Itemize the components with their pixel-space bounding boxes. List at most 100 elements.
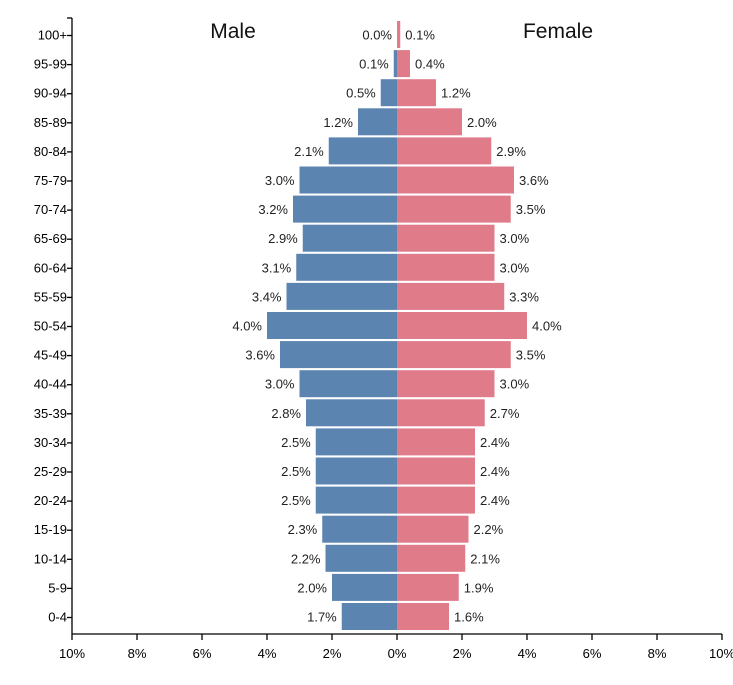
y-tick-label: 80-84 [34, 144, 67, 159]
female-value-label: 2.4% [480, 493, 510, 508]
female-bar-85-89 [397, 108, 462, 136]
male-bar-95-99 [393, 50, 397, 78]
y-tick-label: 35-39 [34, 406, 67, 421]
female-bar-75-79 [397, 166, 514, 194]
female-bar-60-64 [397, 253, 495, 281]
value-labels-group: 0.0% 0.1% 0.1% 0.4% 0.5% 1.2% 1.2% 2.0% 2.1% 2.9%… [232, 28, 562, 625]
y-tick-label: 40-44 [34, 377, 67, 392]
female-bar-45-49 [397, 341, 511, 369]
x-tick-label: 6% [583, 646, 602, 661]
male-value-label: 2.9% [268, 231, 298, 246]
female-value-label: 2.2% [474, 522, 504, 537]
male-value-label: 3.0% [265, 377, 295, 392]
female-bar-35-39 [397, 399, 485, 427]
x-tick-label: 2% [323, 646, 342, 661]
male-bar-40-44 [299, 370, 397, 398]
x-tick-label: 2% [453, 646, 472, 661]
y-tick-label: 90-94 [34, 86, 67, 101]
y-tick-label: 15-19 [34, 522, 67, 537]
x-tick-label: 6% [193, 646, 212, 661]
male-bar-0-4 [341, 603, 397, 630]
y-tick-label: 30-34 [34, 435, 67, 450]
x-tick-label: 8% [648, 646, 667, 661]
y-tick-label: 25-29 [34, 464, 67, 479]
female-bar-15-19 [397, 515, 469, 543]
male-bar-90-94 [380, 79, 397, 107]
y-tick-label: 10-14 [34, 551, 67, 566]
female-bar-40-44 [397, 370, 495, 398]
female-bar-20-24 [397, 486, 475, 514]
female-value-label: 0.1% [405, 28, 435, 43]
female-value-label: 1.6% [454, 610, 484, 625]
y-axis: 100+ 95-99 90-94 85-89 80-84 75-79 70-74 65-69 6… [34, 17, 73, 634]
female-value-label: 2.4% [480, 435, 510, 450]
y-tick-label: 0-4 [48, 610, 67, 625]
male-bar-15-19 [322, 515, 397, 543]
y-tick-label: 75-79 [34, 173, 67, 188]
male-value-label: 1.2% [323, 115, 353, 130]
male-bar-25-29 [315, 457, 397, 485]
y-tick-label: 100+ [38, 28, 67, 43]
x-tick-label: 8% [128, 646, 147, 661]
female-value-label: 3.3% [509, 289, 539, 304]
male-value-label: 2.5% [281, 464, 311, 479]
x-axis: 10% 8% 6% 4% 2% 0% 2% 4% 6% 8% 10% [59, 633, 733, 661]
y-tick-label: 5-9 [48, 580, 67, 595]
male-bar-65-69 [302, 224, 397, 252]
male-value-label: 2.2% [291, 551, 321, 566]
male-value-label: 3.1% [262, 260, 292, 275]
female-value-label: 2.0% [467, 115, 497, 130]
y-tick-label: 70-74 [34, 202, 67, 217]
female-bar-100+ [397, 21, 401, 48]
female-bar-50-54 [397, 312, 527, 339]
female-value-label: 3.0% [500, 231, 530, 246]
female-value-label: 2.1% [470, 551, 500, 566]
male-value-label: 2.5% [281, 493, 311, 508]
female-value-label: 2.4% [480, 464, 510, 479]
female-value-label: 3.0% [500, 260, 530, 275]
female-heading: Female [523, 20, 593, 43]
male-bar-45-49 [280, 341, 397, 369]
female-bar-30-34 [397, 428, 475, 456]
male-bar-5-9 [332, 573, 397, 601]
female-value-label: 2.7% [490, 406, 520, 421]
male-bar-10-14 [325, 544, 397, 572]
x-tick-label: 10% [59, 646, 85, 661]
male-value-label: 3.2% [258, 202, 288, 217]
male-value-label: 2.8% [271, 406, 301, 421]
x-tick-label: 4% [258, 646, 277, 661]
y-tick-label: 50-54 [34, 319, 67, 334]
female-value-label: 2.9% [496, 144, 526, 159]
female-bar-70-74 [397, 195, 511, 223]
x-tick-label: 10% [709, 646, 733, 661]
female-bar-10-14 [397, 544, 466, 572]
y-tick-label: 45-49 [34, 348, 67, 363]
female-value-label: 3.0% [500, 377, 530, 392]
male-bar-35-39 [306, 399, 397, 427]
male-value-label: 2.5% [281, 435, 311, 450]
male-bar-30-34 [315, 428, 397, 456]
female-value-label: 4.0% [532, 319, 562, 334]
male-heading: Male [210, 20, 256, 43]
male-value-label: 3.6% [245, 348, 275, 363]
female-value-label: 3.6% [519, 173, 549, 188]
female-value-label: 3.5% [516, 348, 546, 363]
male-bar-70-74 [293, 195, 397, 223]
female-bar-0-4 [397, 603, 449, 630]
male-bar-60-64 [296, 253, 397, 281]
male-value-label: 0.1% [359, 57, 389, 72]
y-tick-label: 95-99 [34, 57, 67, 72]
bars-group [267, 21, 527, 630]
male-bar-85-89 [358, 108, 397, 136]
y-tick-label: 55-59 [34, 289, 67, 304]
female-value-label: 1.9% [464, 580, 494, 595]
male-value-label: 1.7% [307, 610, 337, 625]
male-bar-75-79 [299, 166, 397, 194]
female-bar-5-9 [397, 573, 459, 601]
female-bar-25-29 [397, 457, 475, 485]
female-bar-95-99 [397, 50, 410, 78]
male-value-label: 4.0% [232, 319, 262, 334]
male-bar-50-54 [267, 312, 397, 339]
male-value-label: 2.1% [294, 144, 324, 159]
